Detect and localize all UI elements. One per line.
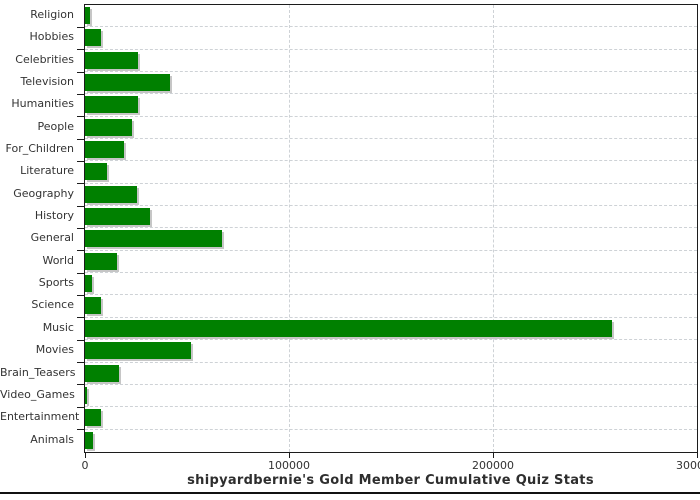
- bar-row: [85, 94, 697, 117]
- y-axis-label: Video_Games: [0, 387, 75, 401]
- bar-celebrities: [85, 51, 139, 69]
- y-axis-label: People: [37, 119, 74, 133]
- bar-row: [85, 50, 697, 73]
- y-axis-tick: [77, 71, 84, 73]
- y-axis-tick: [77, 205, 84, 207]
- bottom-border-line: [0, 492, 700, 494]
- bar-row: [85, 206, 697, 229]
- x-axis-tick-label: 100000: [268, 459, 310, 472]
- bar-row: [85, 273, 697, 296]
- x-axis-tick: [493, 453, 494, 458]
- y-axis-tick: [77, 49, 84, 51]
- bar-music: [85, 319, 612, 337]
- x-axis-tick-label: 200000: [472, 459, 514, 472]
- y-axis-tick: [77, 272, 84, 274]
- y-axis-tick: [77, 160, 84, 162]
- y-axis-tick: [77, 228, 84, 229]
- bar-row: [85, 161, 697, 184]
- bar-animals: [85, 431, 93, 449]
- bar-for_children: [85, 141, 124, 159]
- bar-history: [85, 208, 150, 226]
- bar-people: [85, 118, 132, 136]
- y-axis-tick: [77, 317, 84, 319]
- bar-row: [85, 117, 697, 140]
- bar-movies: [85, 342, 192, 360]
- y-axis-label: Television: [20, 75, 75, 89]
- y-axis-label: For_Children: [5, 142, 74, 156]
- x-axis-tick-label: 300000: [676, 459, 700, 472]
- bar-row: [85, 139, 697, 162]
- bar-world: [85, 252, 118, 270]
- bar-row: [85, 5, 697, 28]
- y-axis-label: Entertainment: [0, 410, 80, 424]
- y-axis-tick: [77, 116, 84, 118]
- y-axis-label: Literature: [20, 164, 74, 178]
- y-axis-tick: [77, 183, 84, 185]
- y-axis-label: Geography: [13, 186, 74, 200]
- x-axis-tick: [697, 453, 698, 458]
- bar-row: [85, 184, 697, 207]
- bar-video_games: [85, 386, 88, 404]
- y-axis-label: Brain_Teasers: [0, 365, 76, 379]
- y-axis-label: Religion: [30, 8, 74, 21]
- y-axis-label: Sports: [38, 276, 74, 290]
- bar-entertainment: [85, 409, 101, 427]
- y-axis-tick: [77, 406, 84, 408]
- y-axis-tick: [77, 339, 84, 341]
- y-axis-tick: [77, 429, 84, 431]
- y-axis-label: Hobbies: [29, 30, 74, 44]
- bar-sports: [85, 275, 92, 293]
- y-axis-label: Animals: [30, 432, 74, 446]
- y-axis-label: Movies: [35, 343, 74, 357]
- x-axis-tick: [85, 453, 86, 458]
- bar-row: [85, 340, 697, 363]
- bar-row: [85, 407, 697, 430]
- y-axis-tick: [77, 250, 84, 252]
- bar-religion: [85, 7, 90, 24]
- y-axis-labels: Religion Hobbies Celebrities Television Huma…: [0, 4, 80, 451]
- y-axis-label: Music: [42, 320, 74, 334]
- bar-row: [85, 363, 697, 385]
- bar-row: [85, 385, 697, 408]
- bar-literature: [85, 163, 107, 181]
- bar-row: [85, 430, 697, 452]
- bar-brain_teasers: [85, 364, 120, 382]
- y-axis-label: Humanities: [11, 97, 74, 111]
- y-axis-label: Science: [31, 298, 74, 312]
- y-axis-tick: [77, 384, 84, 386]
- bar-general: [85, 230, 222, 248]
- vertical-gridline: [289, 5, 290, 452]
- bar-humanities: [85, 96, 139, 114]
- bar-row: [85, 251, 697, 274]
- bar-geography: [85, 185, 138, 203]
- chart-title: shipyardbernie's Gold Member Cumulative …: [187, 473, 594, 488]
- y-axis-label: General: [30, 231, 74, 245]
- bar-row: [85, 72, 697, 95]
- y-axis-label: Celebrities: [15, 52, 74, 66]
- plot-area: [84, 4, 698, 453]
- bar-row: [85, 27, 697, 50]
- bar-row: [85, 318, 697, 341]
- y-axis-label: World: [42, 253, 74, 267]
- y-axis-tick: [77, 93, 84, 95]
- bar-television: [85, 74, 171, 92]
- bar-row: [85, 295, 697, 318]
- bar-science: [85, 297, 101, 315]
- bar-hobbies: [85, 29, 101, 47]
- y-axis-tick: [77, 362, 84, 364]
- x-axis-tick: [289, 453, 290, 458]
- bar-row: [85, 228, 697, 251]
- vertical-gridline: [493, 5, 494, 452]
- x-axis-tick-label: 0: [81, 459, 89, 472]
- y-axis-label: History: [34, 209, 74, 223]
- y-axis-tick: [77, 295, 84, 297]
- y-axis-tick: [77, 26, 84, 28]
- y-axis-tick: [77, 138, 84, 140]
